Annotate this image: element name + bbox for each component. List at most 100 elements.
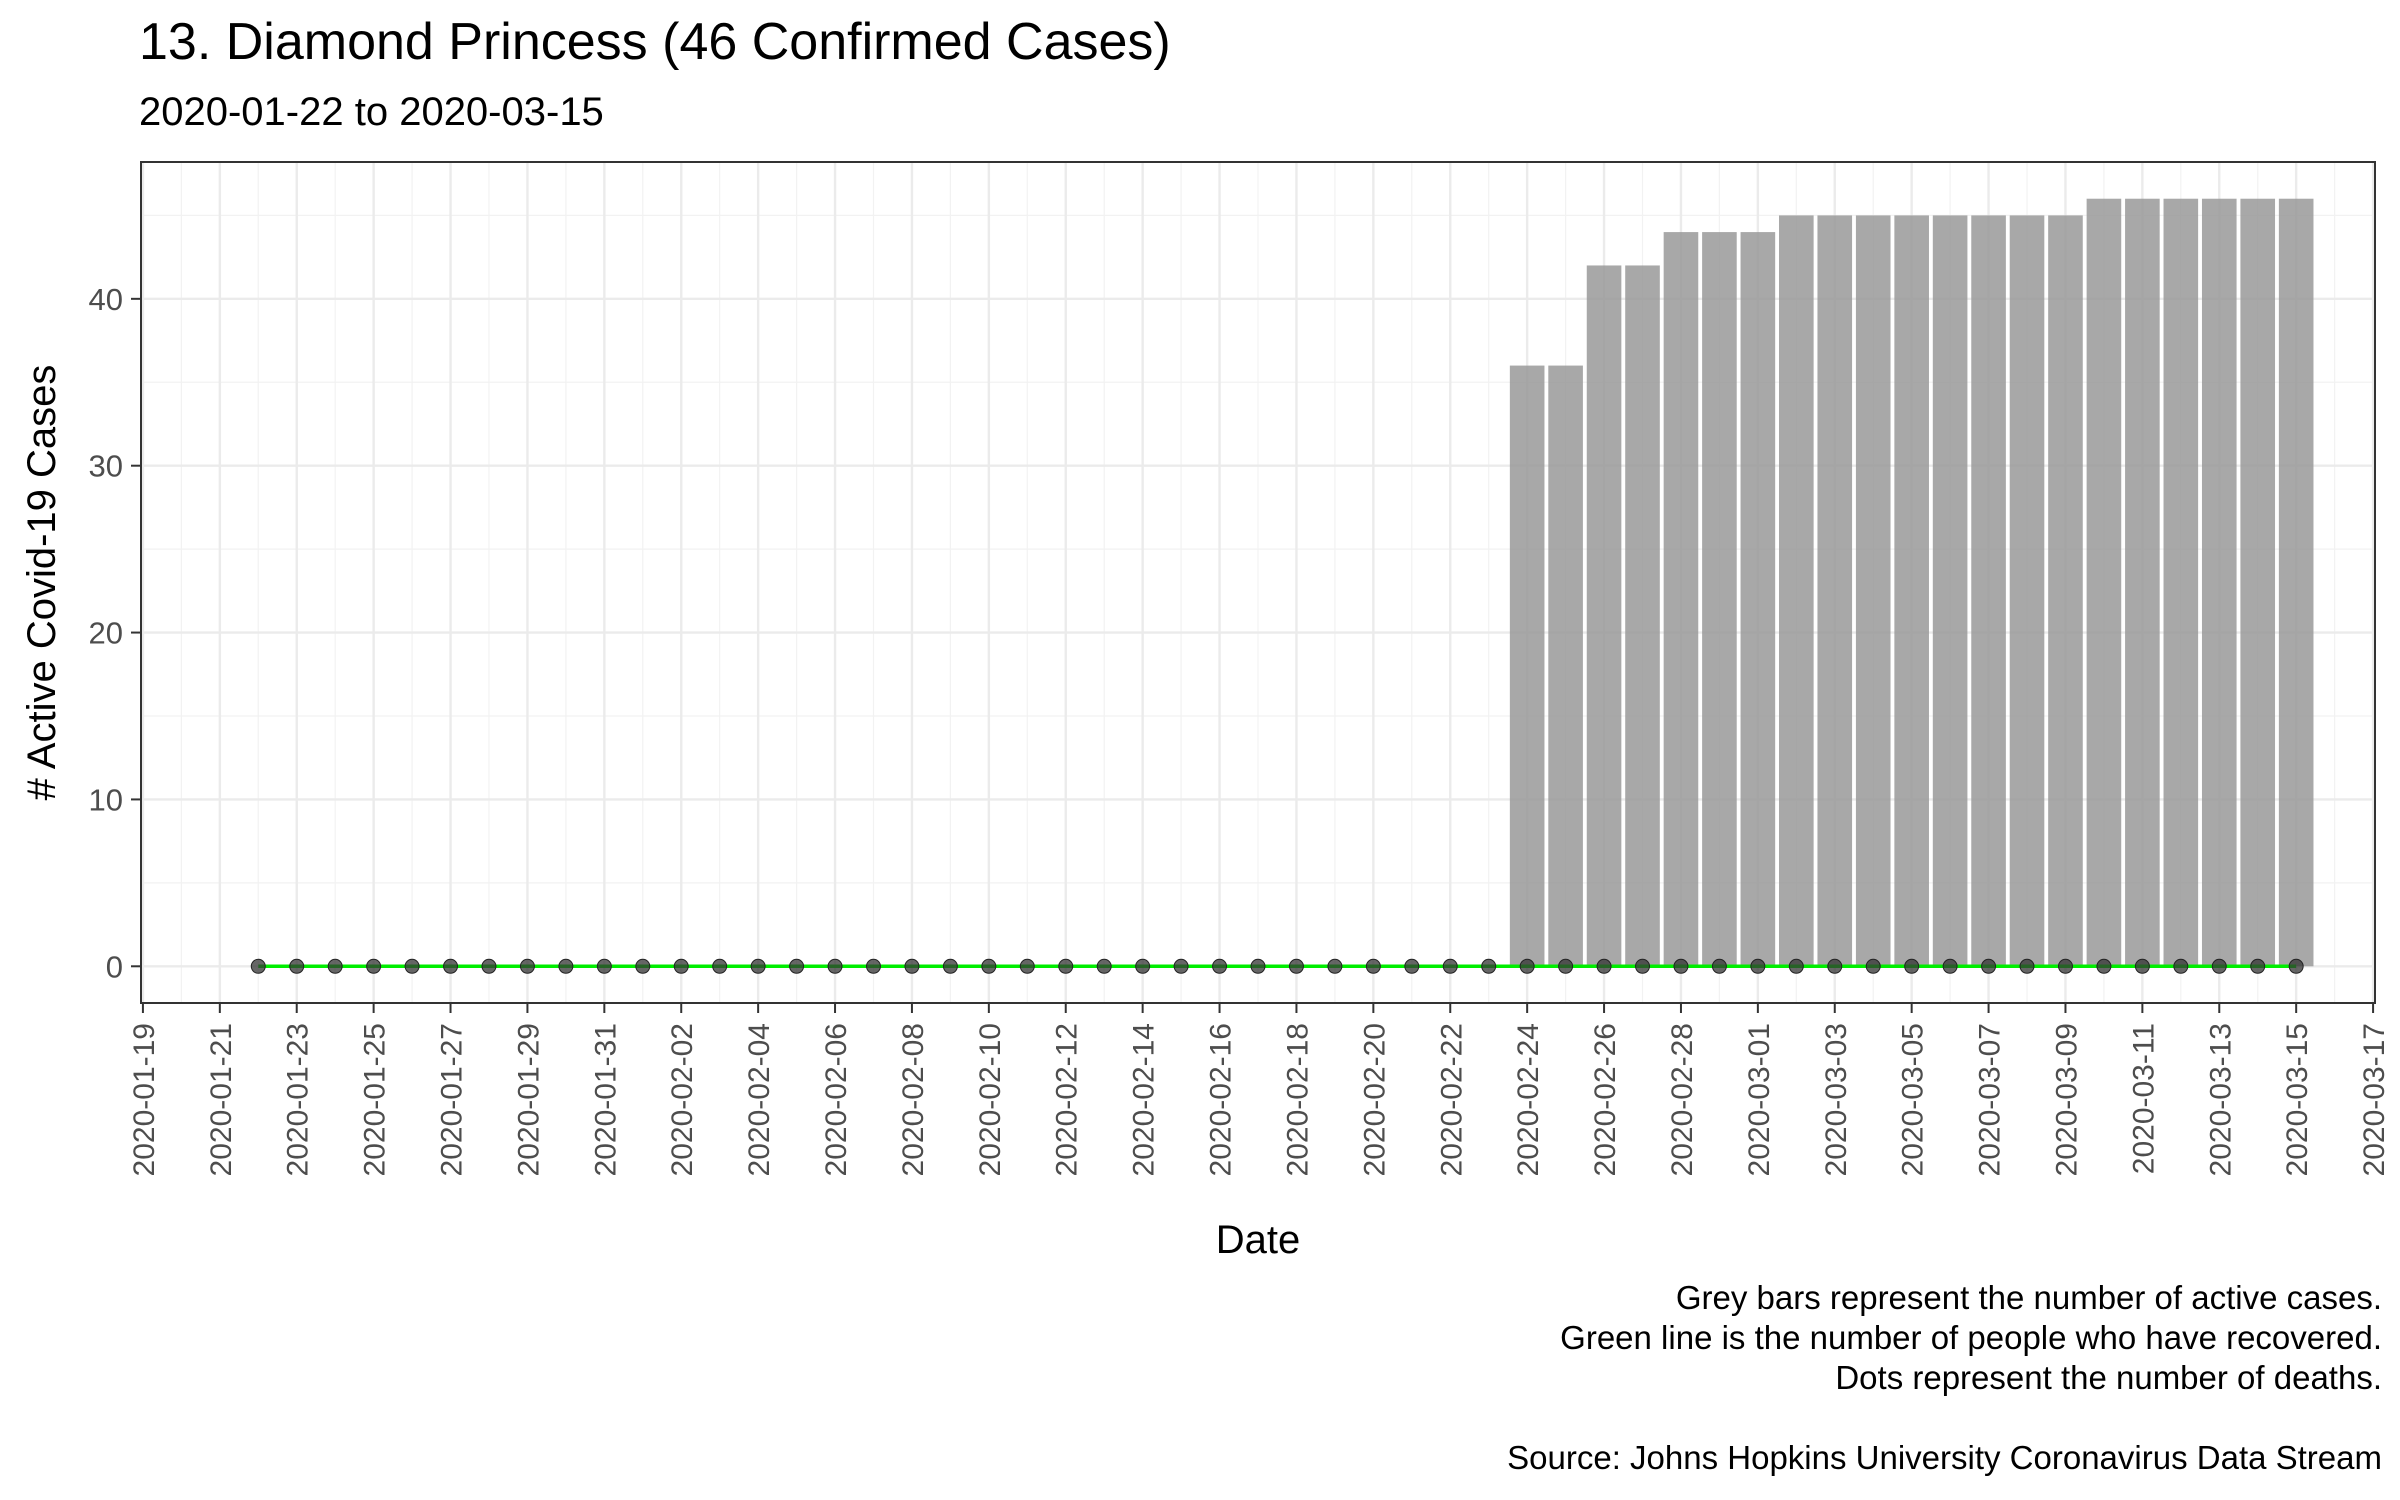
death-point-2020-02-05 [789, 958, 805, 974]
x-tick-label: 2020-02-02 [666, 1023, 699, 1176]
x-tick-label: 2020-02-18 [1281, 1023, 1314, 1176]
death-point-2020-02-04 [750, 958, 766, 974]
bar-active-2020-03-06 [1932, 215, 1968, 967]
death-point-2020-03-02 [1788, 958, 1804, 974]
point-series-deaths [250, 958, 2304, 974]
x-tick-label: 2020-02-06 [820, 1023, 853, 1176]
death-point-2020-01-27 [443, 958, 459, 974]
x-tick-label: 2020-01-27 [436, 1023, 469, 1176]
death-point-2020-02-09 [942, 958, 958, 974]
bar-active-2020-03-11 [2125, 198, 2160, 967]
bar-active-2020-02-26 [1586, 265, 1622, 967]
death-point-2020-02-20 [1365, 958, 1381, 974]
x-tick-label: 2020-03-11 [2127, 1023, 2160, 1174]
bar-series-active-cases [1509, 198, 2314, 967]
bar-active-2020-03-09 [2048, 215, 2083, 967]
death-point-2020-02-10 [981, 958, 997, 974]
death-point-2020-02-07 [865, 958, 881, 974]
death-point-2020-03-14 [2250, 958, 2266, 974]
death-point-2020-01-28 [481, 958, 497, 974]
x-tick-label: 2020-02-04 [743, 1023, 776, 1176]
chart-subtitle: 2020-01-22 to 2020-03-15 [139, 90, 604, 134]
x-tick-label: 2020-01-29 [512, 1023, 545, 1176]
bar-active-2020-03-02 [1779, 215, 1814, 967]
death-point-2020-02-23 [1481, 958, 1497, 974]
x-tick-label: 2020-03-03 [1820, 1023, 1853, 1176]
bar-active-2020-03-13 [2201, 198, 2237, 967]
death-point-2020-02-16 [1212, 958, 1228, 974]
caption: Grey bars represent the number of active… [1507, 1278, 2382, 1478]
death-point-2020-03-10 [2096, 958, 2112, 974]
death-point-2020-02-02 [673, 958, 689, 974]
death-point-2020-03-09 [2057, 958, 2073, 974]
death-point-2020-01-31 [596, 958, 612, 974]
bar-active-2020-03-05 [1894, 215, 1929, 967]
death-point-2020-02-08 [904, 958, 920, 974]
x-tick-label: 2020-02-12 [1051, 1023, 1084, 1176]
death-point-2020-03-07 [1981, 958, 1997, 974]
death-point-2020-02-22 [1442, 958, 1458, 974]
y-tick-label: 0 [106, 949, 123, 984]
y-axis-label: # Active Covid-19 Cases [20, 365, 64, 801]
death-point-2020-02-28 [1673, 958, 1689, 974]
bar-active-2020-03-14 [2240, 198, 2276, 967]
death-point-2020-02-21 [1404, 958, 1420, 974]
death-point-2020-02-25 [1558, 958, 1574, 974]
death-point-2020-01-26 [404, 958, 420, 974]
x-tick-label: 2020-02-22 [1435, 1023, 1468, 1176]
death-point-2020-03-12 [2173, 958, 2189, 974]
y-tick-label: 40 [89, 282, 123, 317]
x-tick-label: 2020-02-26 [1589, 1023, 1622, 1176]
bar-active-2020-03-01 [1740, 232, 1776, 967]
x-axis-label: Date [1216, 1218, 1301, 1262]
bar-active-2020-03-15 [2278, 198, 2314, 967]
y-tick-label: 30 [89, 449, 123, 484]
x-tick-label: 2020-02-28 [1666, 1023, 1699, 1176]
x-tick-label: 2020-01-25 [359, 1023, 392, 1176]
x-tick-label: 2020-01-31 [589, 1023, 622, 1176]
death-point-2020-02-29 [1711, 958, 1727, 974]
caption-line-green: Green line is the number of people who h… [1560, 1319, 2382, 1356]
death-point-2020-01-24 [327, 958, 343, 974]
y-tick-label: 20 [89, 616, 123, 651]
death-point-2020-02-14 [1135, 958, 1151, 974]
death-point-2020-03-08 [2019, 958, 2035, 974]
death-point-2020-01-23 [289, 958, 305, 974]
caption-line-dots: Dots represent the number of deaths. [1835, 1359, 2382, 1396]
death-point-2020-02-27 [1635, 958, 1651, 974]
x-tick-label: 2020-01-21 [205, 1023, 238, 1176]
x-tick-label: 2020-02-14 [1128, 1023, 1161, 1176]
bar-active-2020-03-08 [2009, 215, 2045, 967]
x-tick-label: 2020-03-13 [2204, 1023, 2237, 1176]
bar-active-2020-02-27 [1625, 265, 1660, 967]
death-point-2020-02-03 [712, 958, 728, 974]
caption-line-bars: Grey bars represent the number of active… [1675, 1279, 2382, 1316]
x-tick-label: 2020-02-08 [897, 1023, 930, 1176]
death-point-2020-03-03 [1827, 958, 1843, 974]
x-tick-label: 2020-03-17 [2358, 1023, 2391, 1176]
death-point-2020-03-06 [1942, 958, 1958, 974]
death-point-2020-02-12 [1058, 958, 1074, 974]
death-point-2020-03-04 [1865, 958, 1881, 974]
x-tick-label: 2020-03-09 [2050, 1023, 2083, 1176]
death-point-2020-02-24 [1519, 958, 1535, 974]
death-point-2020-03-15 [2288, 958, 2304, 974]
death-point-2020-02-11 [1019, 958, 1035, 974]
bar-active-2020-02-28 [1663, 232, 1699, 967]
death-point-2020-02-15 [1173, 958, 1189, 974]
death-point-2020-02-13 [1096, 958, 1112, 974]
death-point-2020-01-25 [366, 958, 382, 974]
x-tick-label: 2020-01-23 [282, 1023, 315, 1176]
death-point-2020-02-18 [1288, 958, 1304, 974]
x-tick-label: 2020-01-19 [128, 1023, 161, 1176]
x-tick-label: 2020-02-16 [1205, 1023, 1238, 1176]
x-tick-label: 2020-02-20 [1358, 1023, 1391, 1176]
death-point-2020-02-01 [635, 958, 651, 974]
bar-active-2020-03-03 [1817, 215, 1853, 967]
bar-active-2020-03-12 [2163, 198, 2199, 967]
x-tick-label: 2020-03-01 [1743, 1023, 1776, 1176]
bar-active-2020-03-07 [1971, 215, 2006, 967]
x-tick-label: 2020-02-10 [974, 1023, 1007, 1176]
death-point-2020-02-19 [1327, 958, 1343, 974]
